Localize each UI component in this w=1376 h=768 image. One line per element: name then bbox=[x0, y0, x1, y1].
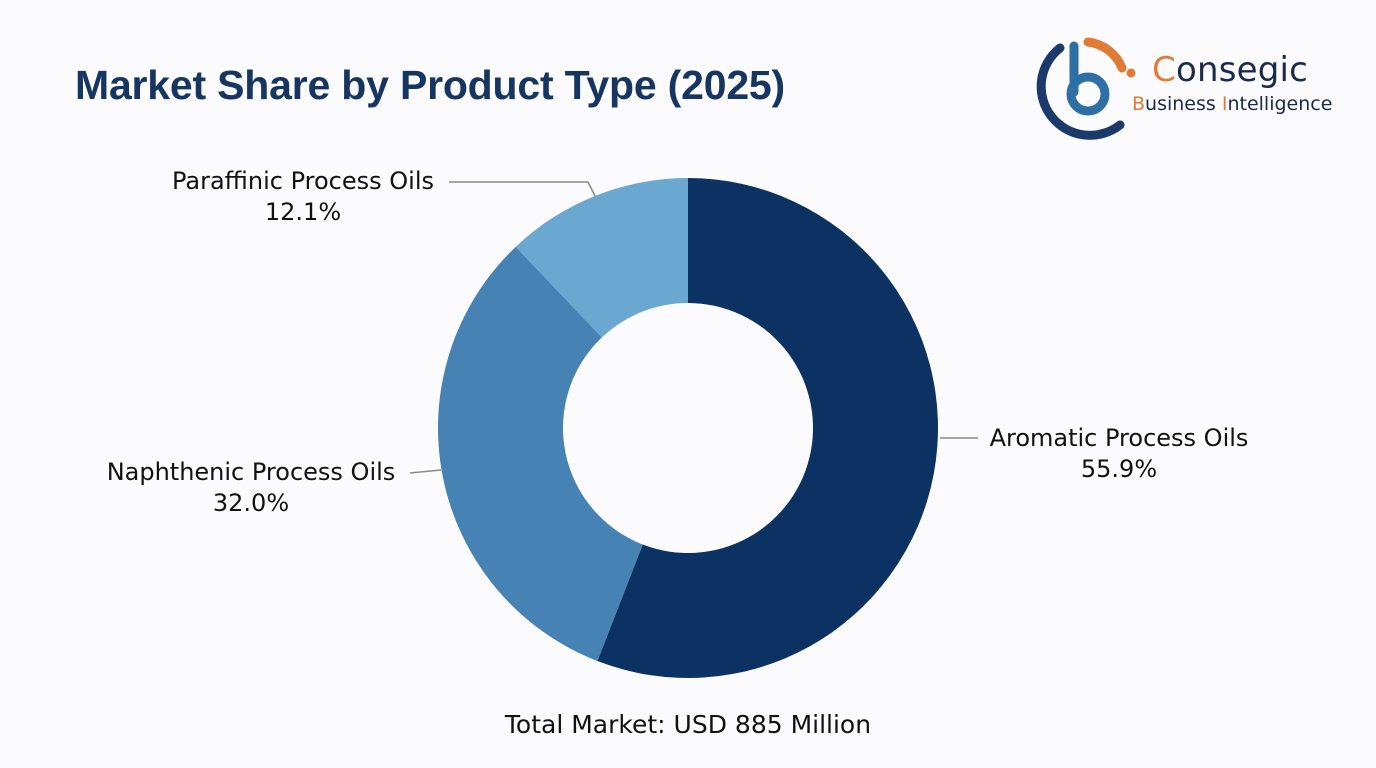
leader-line-paraffinic bbox=[449, 181, 596, 197]
label-aromatic-name: Aromatic Process Oils bbox=[989, 424, 1249, 452]
logo-brand-initial: C bbox=[1152, 50, 1176, 90]
label-paraffinic-name: Paraffinic Process Oils bbox=[172, 167, 434, 195]
logo-brand-name: Consegic bbox=[1152, 50, 1308, 90]
logo-brand-rest: onsegic bbox=[1175, 50, 1309, 90]
label-naphthenic-name: Naphthenic Process Oils bbox=[106, 458, 396, 486]
label-aromatic-pct: 55.9% bbox=[1080, 455, 1158, 483]
donut-slice-paraffinic bbox=[515, 178, 688, 338]
donut-slice-naphthenic bbox=[437, 246, 643, 662]
leader-lines bbox=[409, 181, 978, 474]
logo-tagline-i: I bbox=[1221, 93, 1228, 115]
label-aromatic: Aromatic Process Oils 55.9% bbox=[982, 423, 1256, 485]
logo-mark-icon bbox=[1036, 37, 1136, 140]
label-naphthenic: Naphthenic Process Oils 32.0% bbox=[96, 457, 406, 519]
logo-tagline-usiness: usiness bbox=[1145, 93, 1222, 115]
consegic-logo: Consegic Business Intelligence bbox=[1030, 30, 1360, 140]
logo-tagline-ntelligence: ntelligence bbox=[1227, 93, 1333, 115]
chart-title: Market Share by Product Type (2025) bbox=[75, 62, 785, 108]
leader-line-naphthenic bbox=[409, 469, 442, 474]
label-paraffinic-pct: 12.1% bbox=[264, 198, 342, 226]
label-naphthenic-pct: 32.0% bbox=[212, 489, 290, 517]
logo-tagline-b: B bbox=[1132, 93, 1146, 115]
donut-slices bbox=[437, 178, 938, 678]
donut-slice-aromatic bbox=[597, 178, 938, 678]
total-market-annotation: Total Market: USD 885 Million bbox=[504, 710, 872, 739]
label-paraffinic: Paraffinic Process Oils 12.1% bbox=[160, 166, 446, 228]
logo-tagline: Business Intelligence bbox=[1132, 93, 1332, 115]
